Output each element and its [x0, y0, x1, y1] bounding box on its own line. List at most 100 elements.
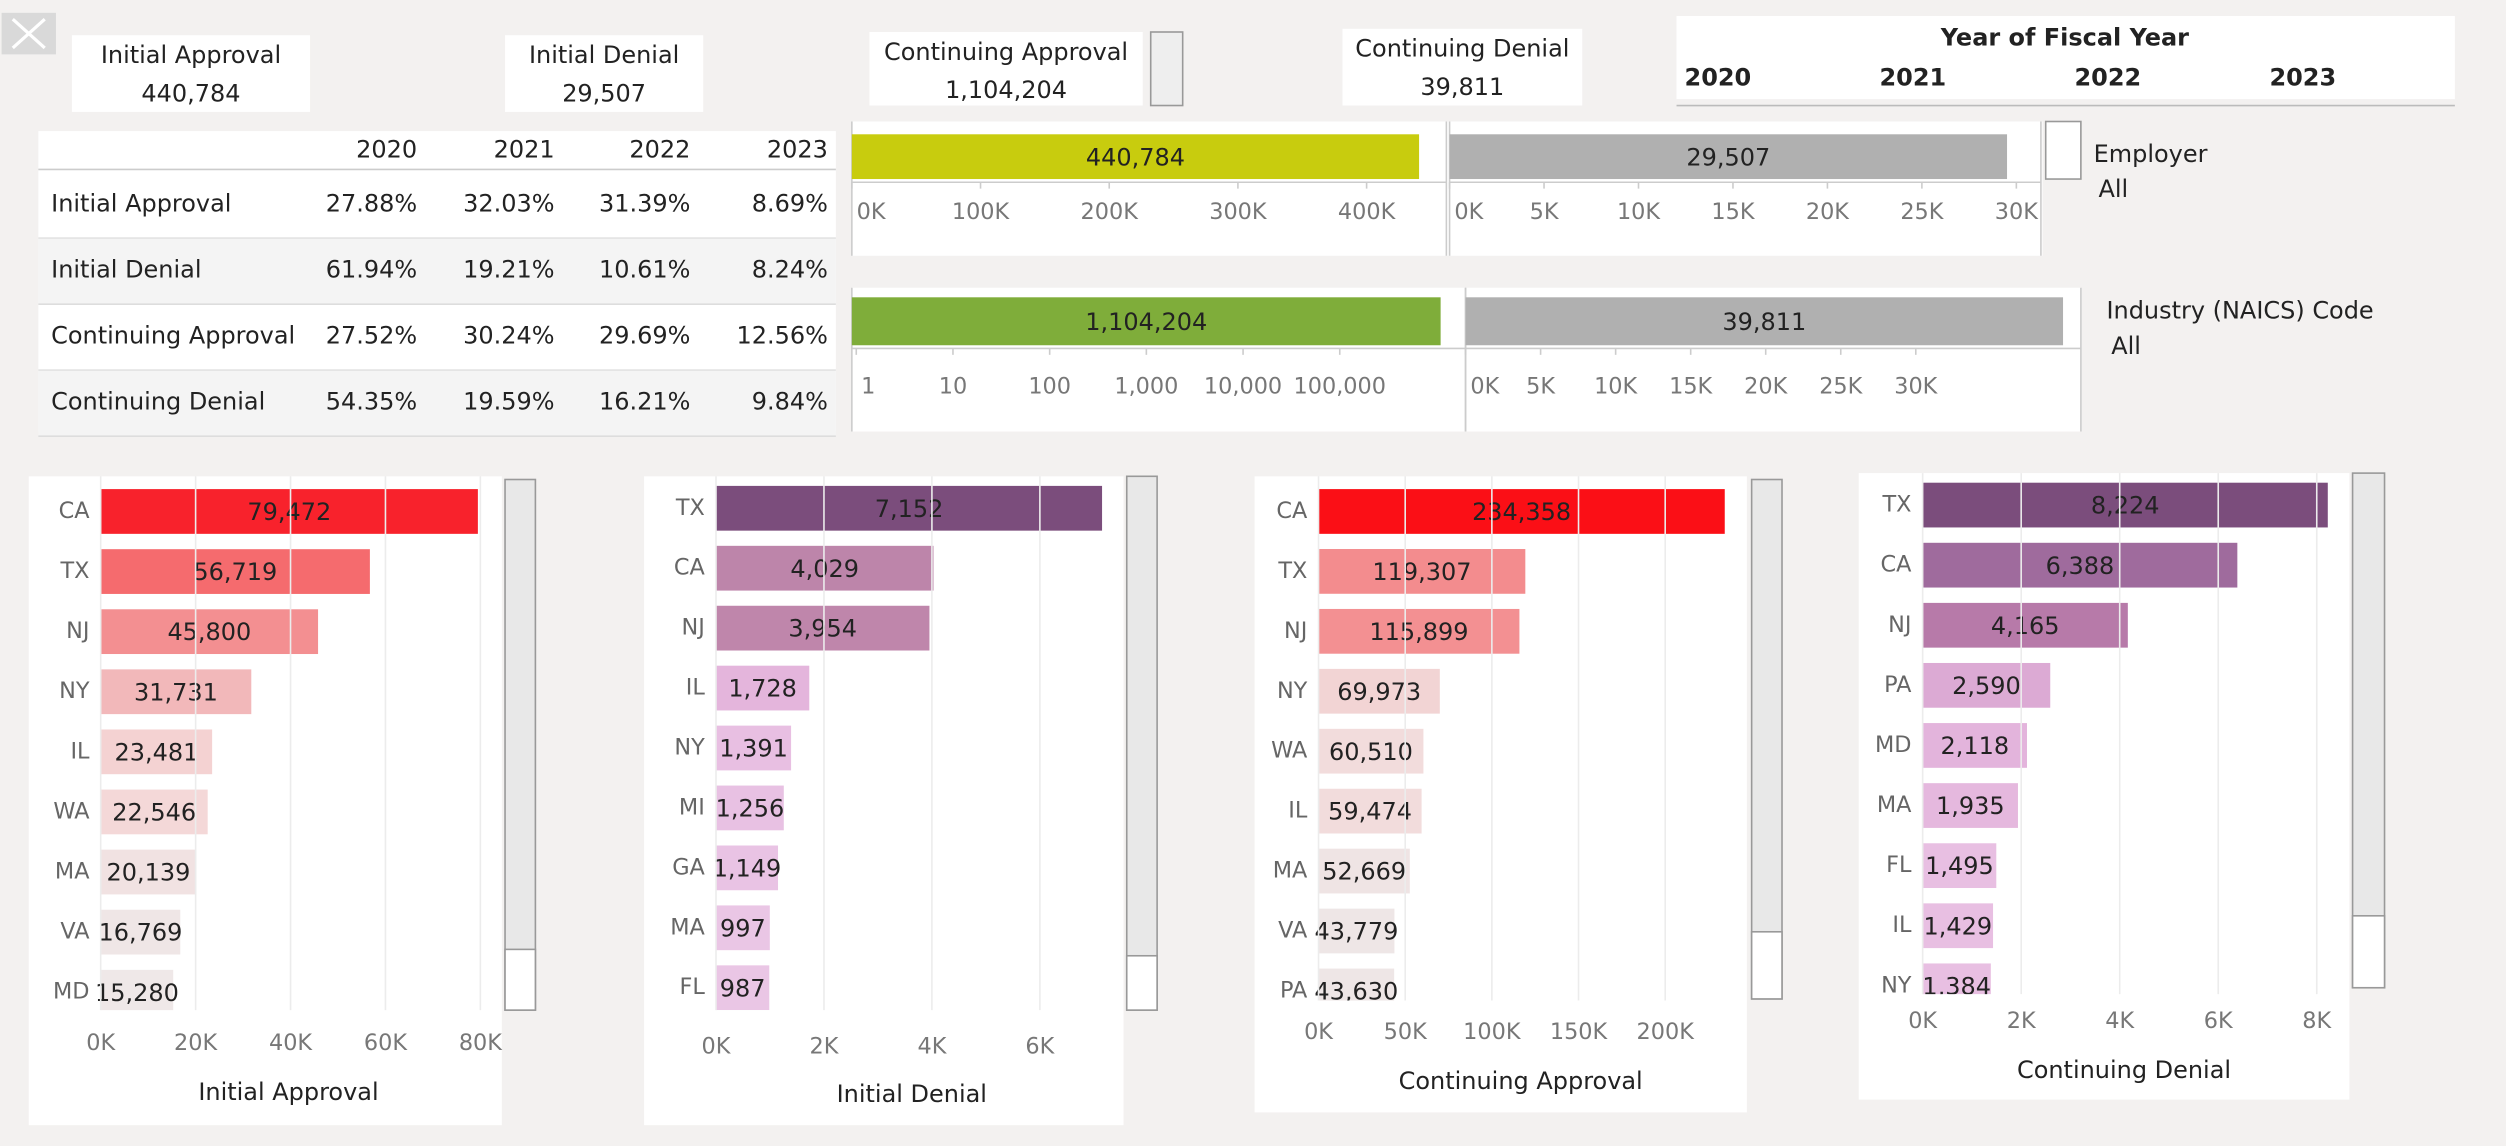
bar: [1318, 968, 1395, 1001]
y-tick-label: PA: [1280, 977, 1308, 1003]
y-tick-label: GA: [672, 854, 705, 880]
bar: [100, 669, 252, 715]
x-tick-label: 25K: [1819, 373, 1863, 399]
bar-label: 16,769: [99, 919, 183, 947]
bar: [716, 485, 1103, 531]
scrollbar-thumb[interactable]: [504, 948, 537, 1011]
table-cell: 9.84%: [752, 388, 828, 416]
table-cell: 10.61%: [599, 256, 690, 284]
bar: [1922, 843, 1997, 889]
y-tick-label: NY: [1277, 678, 1308, 704]
y-tick-label: VA: [1278, 918, 1308, 944]
x-tick-label: 6K: [2204, 1008, 2234, 1034]
bar-label: 7,152: [875, 495, 944, 523]
bar: [716, 665, 810, 711]
bar: [1318, 549, 1526, 594]
scrollbar-thumb[interactable]: [1125, 954, 1158, 1011]
y-tick-label: MA: [670, 914, 705, 940]
bar: [1465, 297, 2064, 346]
y-tick-label: WA: [1271, 738, 1308, 764]
bar-label: 31,731: [134, 678, 218, 706]
bar-label: 52,669: [1322, 858, 1406, 886]
x-tick-label: 30K: [1995, 199, 2039, 225]
year-option[interactable]: 2022: [2074, 63, 2141, 91]
filter-value[interactable]: All: [2098, 175, 2128, 203]
x-tick-label: 5K: [1530, 199, 1560, 225]
kpi-card: [71, 35, 311, 112]
x-tick-label: 6K: [1025, 1033, 1055, 1059]
bar-label: 1,391: [719, 735, 788, 763]
year-option[interactable]: 2023: [2269, 63, 2336, 91]
y-tick-label: TX: [60, 558, 90, 584]
bar: [1922, 602, 2128, 648]
x-tick-label: 0K: [1908, 1008, 1938, 1034]
close-icon[interactable]: [11, 18, 46, 50]
year-option[interactable]: 2020: [1685, 63, 1752, 91]
close-button[interactable]: [1, 12, 56, 55]
bar: [1318, 608, 1520, 654]
bar: [1922, 662, 2051, 708]
x-axis-title: Continuing Approval: [1399, 1067, 1643, 1095]
bar-label: 60,510: [1329, 738, 1413, 766]
y-tick-label: MD: [53, 979, 90, 1005]
y-tick-label: TX: [675, 495, 705, 521]
y-tick-label: NJ: [66, 618, 89, 644]
filter-value[interactable]: All: [2111, 332, 2141, 360]
row-label: Continuing Denial: [51, 388, 265, 416]
y-tick-label: MA: [55, 859, 90, 885]
y-tick-label: NY: [1881, 972, 1912, 998]
x-tick-label: 15K: [1669, 373, 1713, 399]
x-tick-label: 2K: [810, 1033, 840, 1059]
bar-label: 1,728: [728, 675, 797, 703]
y-tick-label: FL: [1886, 852, 1912, 878]
scrollbar-track[interactable]: [2351, 472, 2386, 989]
scrollbar-track[interactable]: [1750, 478, 1783, 1000]
bar: [100, 909, 181, 955]
bar: [851, 297, 1441, 346]
bar-label: 1,149: [713, 854, 782, 882]
kpi-card: [1342, 28, 1583, 106]
scrollbar-thumb[interactable]: [1750, 931, 1783, 1000]
year-filter-title: Year of Fiscal Year: [1940, 23, 2189, 51]
x-tick-label: 0K: [702, 1033, 732, 1059]
column-header: 2022: [629, 135, 690, 163]
kpi-card: [869, 32, 1143, 106]
kpi-title: Continuing Approval: [884, 38, 1128, 66]
bar-label: 119,307: [1372, 558, 1471, 586]
x-tick-label: 10K: [1617, 199, 1661, 225]
table-cell: 19.21%: [463, 256, 554, 284]
kpi-card: [505, 35, 704, 112]
x-tick-label: 40K: [269, 1030, 313, 1056]
x-tick-label: 10,000: [1204, 373, 1282, 399]
y-tick-label: TX: [1881, 492, 1911, 518]
y-tick-label: NJ: [1888, 612, 1911, 638]
bar-label: 2,590: [1952, 672, 2021, 700]
scrollbar-thumb[interactable]: [2351, 915, 2386, 989]
x-tick-label: 5K: [1526, 373, 1556, 399]
year-option[interactable]: 2021: [1880, 63, 1947, 91]
scrollbar-track[interactable]: [1125, 475, 1158, 1011]
bar: [716, 725, 792, 771]
table-cell: 29.69%: [599, 322, 690, 350]
bar-label: 987: [720, 974, 766, 1002]
y-tick-label: NY: [59, 678, 90, 704]
scrollbar-track[interactable]: [504, 478, 537, 1011]
bar: [1922, 482, 2328, 528]
column-header: 2020: [356, 135, 417, 163]
table-cell: 32.03%: [463, 190, 554, 218]
bar-label: 1,256: [716, 795, 785, 823]
kpi-title: Initial Denial: [529, 41, 679, 69]
bar-label: 43,630: [1314, 978, 1398, 1006]
y-tick-label: PA: [1884, 672, 1912, 698]
y-tick-label: WA: [53, 798, 90, 824]
scrollbar: [1149, 31, 1184, 107]
y-tick-label: CA: [674, 555, 706, 581]
y-tick-label: MD: [1875, 732, 1912, 758]
bar: [1318, 908, 1395, 954]
bar: [716, 845, 779, 891]
column-header: 2023: [767, 135, 828, 163]
kpi-value: 39,811: [1420, 73, 1504, 101]
table-cell: 12.56%: [736, 322, 827, 350]
